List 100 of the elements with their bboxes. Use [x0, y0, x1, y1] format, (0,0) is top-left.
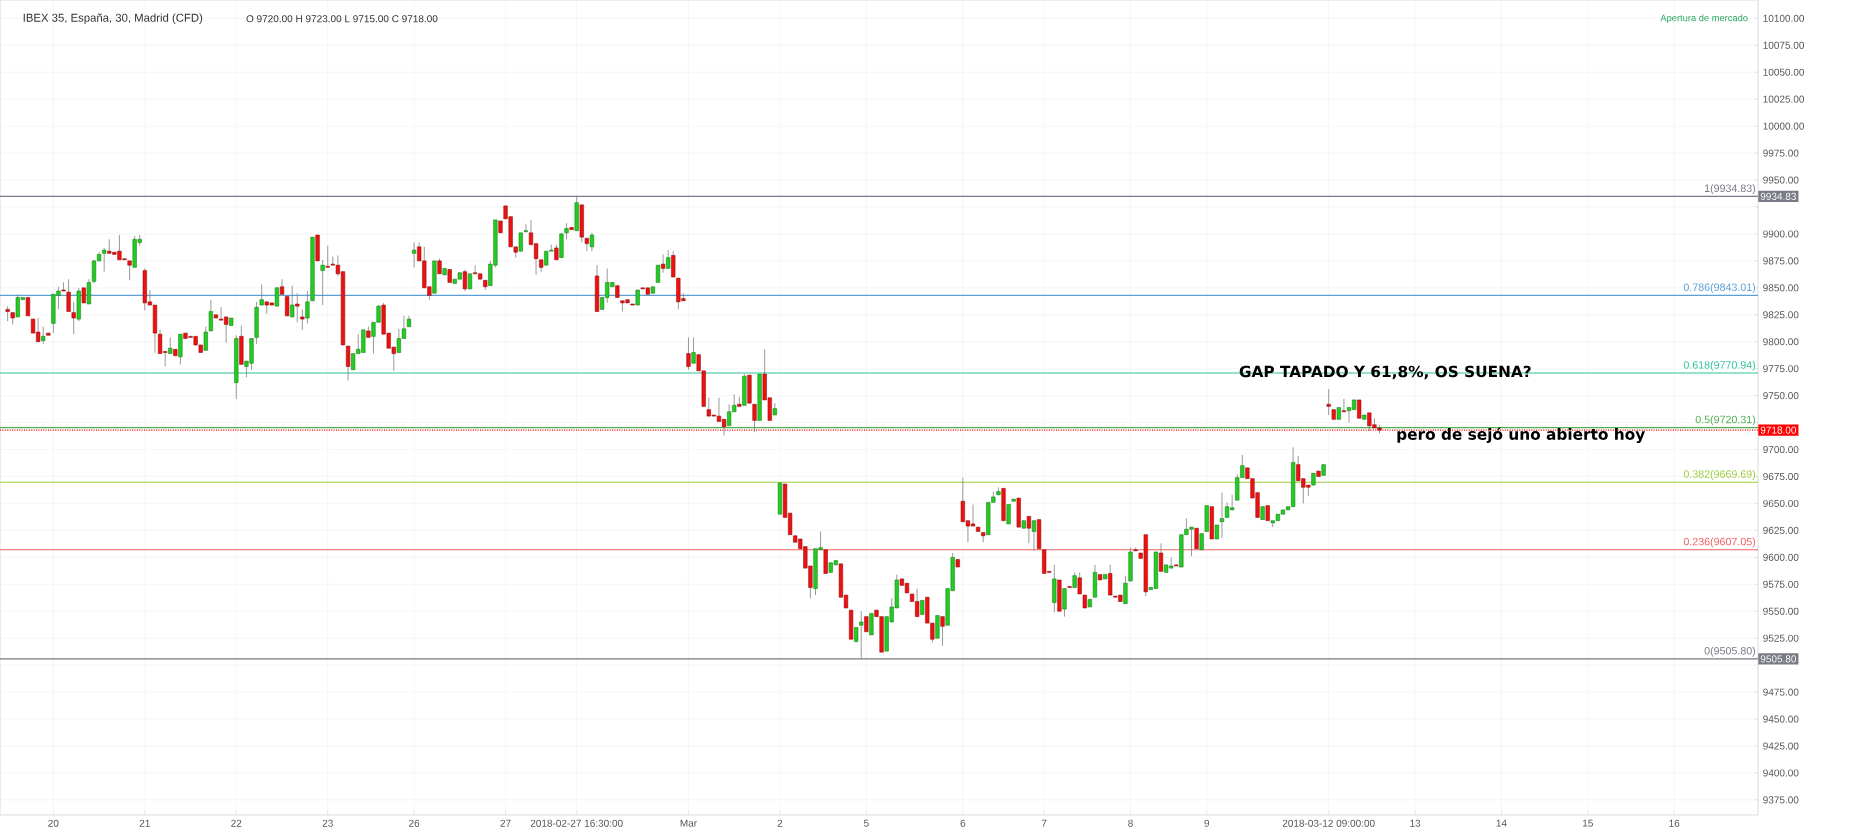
annotation: 0.382(9669.69): [1683, 469, 1756, 480]
candlestick: [279, 278, 285, 295]
y-tick-label: 9775.00: [1763, 365, 1799, 373]
candlestick: [259, 284, 264, 306]
candlestick: [559, 232, 564, 259]
y-tick-label: 9950.00: [1763, 176, 1799, 184]
candlestick: [691, 337, 696, 364]
x-tick-label: 2018-03-12 09:00:00: [1282, 819, 1375, 827]
x-tick-label: 22: [231, 819, 242, 827]
y-tick-label: 9625.00: [1763, 526, 1799, 534]
y-tick-label: 9450.00: [1763, 715, 1799, 723]
y-tick-label: 9700.00: [1763, 445, 1799, 454]
candlestick: [589, 232, 595, 252]
x-tick-label: 26: [409, 819, 420, 827]
candlestick: [5, 305, 10, 322]
y-tick-label: 9975.00: [1763, 149, 1799, 157]
candlestick: [752, 403, 757, 433]
x-tick-label: Mar: [680, 819, 697, 827]
candlestick: [823, 549, 828, 574]
text: IBEX 35, España, 30, Madrid (CFD): [23, 13, 203, 24]
x-tick-label: 2018-02-27 16:30:00: [530, 819, 623, 827]
y-tick-label: 9850.00: [1763, 284, 1799, 292]
annotation: 1(9934.83): [1704, 184, 1756, 195]
y-tick-label: 9575.00: [1763, 580, 1799, 588]
y-tick-label: 10050.00: [1763, 68, 1805, 76]
candlestick: [1031, 520, 1037, 552]
ref-line-label: 9718.00: [1760, 426, 1797, 434]
candlestick: [178, 333, 183, 365]
candlestick: [584, 237, 589, 252]
candlestick: [1123, 575, 1128, 605]
annotation: 0.236(9607.05): [1683, 537, 1756, 548]
candlestick: [462, 269, 468, 292]
annotation: 0(9505.80): [1704, 646, 1756, 657]
candlestick: [25, 297, 31, 317]
candlestick: [1006, 504, 1011, 525]
y-tick-label: 9375.00: [1763, 796, 1799, 804]
annotation: GAP TAPADO Y 61,8%, OS SUENA?: [1239, 365, 1531, 380]
annotation: 0.618(9770.94): [1683, 360, 1756, 371]
candlestick: [660, 254, 666, 274]
candlestick: [772, 402, 777, 416]
y-tick-label: 9800.00: [1763, 338, 1799, 346]
y-tick-label: 9750.00: [1763, 392, 1799, 400]
candlestick: [686, 337, 691, 371]
x-tick-label: 7: [1041, 819, 1047, 827]
candlestick: [305, 290, 310, 324]
candlestick: [1341, 398, 1347, 413]
candlestick: [284, 296, 290, 317]
x-tick-label: 16: [1669, 819, 1680, 827]
candlestick: [86, 278, 92, 305]
y-tick-label: 9525.00: [1763, 634, 1799, 642]
candlestick: [1026, 515, 1031, 544]
y-tick-label: 9400.00: [1763, 769, 1799, 777]
candlestick: [518, 232, 523, 252]
candlestick: [666, 249, 671, 269]
x-tick-label: 9: [1204, 819, 1210, 827]
candlestick: [290, 285, 295, 318]
candlestick: [102, 247, 107, 273]
candlestick: [412, 242, 417, 268]
x-tick-label: 20: [48, 819, 59, 827]
x-tick-label: 14: [1496, 819, 1507, 827]
candlestick: [1158, 542, 1164, 572]
candlestick: [1052, 564, 1057, 613]
x-tick-label: 13: [1410, 819, 1421, 827]
candlestick: [1326, 388, 1331, 416]
y-tick-label: 9900.00: [1763, 230, 1799, 238]
x-tick-label: 21: [139, 819, 150, 827]
candlestick: [869, 612, 874, 636]
x-tick-label: 8: [1128, 819, 1133, 827]
x-tick-label: 15: [1583, 819, 1593, 827]
y-tick-label: 10000.00: [1763, 122, 1805, 130]
x-tick-label: 5: [863, 819, 869, 827]
candlestick: [300, 308, 305, 331]
y-tick-label: 9825.00: [1763, 311, 1799, 319]
candlestick: [295, 292, 300, 323]
x-tick-label: 6: [960, 819, 966, 827]
y-tick-label: 10075.00: [1763, 41, 1805, 49]
annotation: 0.786(9843.01): [1683, 283, 1756, 294]
candlestick: [523, 223, 528, 233]
x-tick-label: 2: [777, 819, 783, 827]
candlestick: [1062, 588, 1067, 618]
text: O 9720.00 H 9723.00 L 9715.00 C 9718.00: [246, 15, 438, 23]
annotation: pero de sejó uno abierto hoy: [1397, 427, 1645, 443]
candlestick: [71, 301, 76, 335]
candlestick: [325, 245, 330, 268]
candlestick: [127, 260, 132, 281]
ref-line-label: 9934.83: [1760, 192, 1796, 200]
candlestick: [1194, 527, 1199, 550]
y-tick-label: 9675.00: [1763, 472, 1799, 481]
y-tick-label: 9550.00: [1763, 607, 1799, 615]
y-tick-label: 10025.00: [1763, 95, 1805, 103]
annotation: 0.5(9720.31): [1695, 415, 1756, 426]
candlestick: [940, 616, 945, 647]
y-tick-label: 9600.00: [1763, 553, 1799, 561]
candlestick: [1357, 399, 1362, 419]
annotation: Apertura de mercado: [1660, 14, 1748, 24]
x-tick-label: 27: [500, 819, 511, 827]
candlestick: [935, 615, 940, 639]
y-tick-label: 10100.00: [1763, 14, 1805, 22]
candlestick: [1219, 492, 1225, 539]
candlestick: [320, 259, 325, 306]
